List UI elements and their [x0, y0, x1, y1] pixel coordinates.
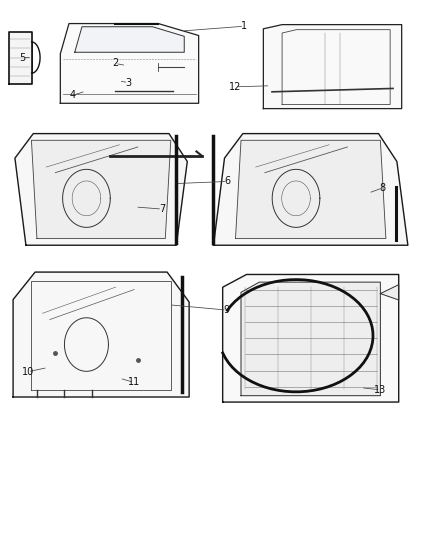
Text: 6: 6	[225, 176, 231, 187]
Text: 5: 5	[19, 53, 26, 62]
Polygon shape	[241, 282, 380, 395]
Polygon shape	[213, 134, 408, 245]
Text: 10: 10	[21, 367, 34, 377]
Text: 4: 4	[70, 90, 76, 100]
Polygon shape	[263, 25, 402, 109]
Text: 8: 8	[380, 183, 386, 193]
Text: 9: 9	[224, 305, 230, 315]
Polygon shape	[13, 272, 189, 397]
Polygon shape	[9, 31, 32, 84]
Text: 12: 12	[230, 82, 242, 92]
Text: 11: 11	[128, 377, 140, 387]
Polygon shape	[75, 27, 184, 52]
Polygon shape	[236, 140, 386, 239]
Text: 7: 7	[159, 204, 166, 214]
Text: 13: 13	[374, 385, 387, 395]
Polygon shape	[223, 274, 399, 402]
Polygon shape	[380, 285, 399, 300]
Polygon shape	[32, 140, 171, 239]
Polygon shape	[60, 23, 199, 103]
Text: 2: 2	[112, 59, 118, 68]
Text: 3: 3	[126, 78, 132, 87]
Polygon shape	[15, 134, 187, 245]
Text: 1: 1	[241, 21, 247, 31]
